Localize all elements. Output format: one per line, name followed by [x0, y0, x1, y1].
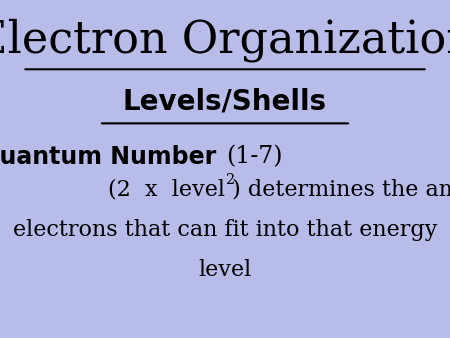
Text: (2  x  level: (2 x level [108, 178, 225, 200]
Text: 2: 2 [226, 173, 235, 187]
Text: Electron Organization: Electron Organization [0, 19, 450, 63]
Text: (1-7): (1-7) [226, 146, 283, 169]
Text: level: level [198, 259, 252, 282]
Text: Levels/Shells: Levels/Shells [123, 88, 327, 115]
Text: Principal Quantum Number: Principal Quantum Number [0, 145, 225, 169]
Text: electrons that can fit into that energy: electrons that can fit into that energy [13, 219, 437, 241]
Text: ) determines the amount of: ) determines the amount of [232, 178, 450, 200]
